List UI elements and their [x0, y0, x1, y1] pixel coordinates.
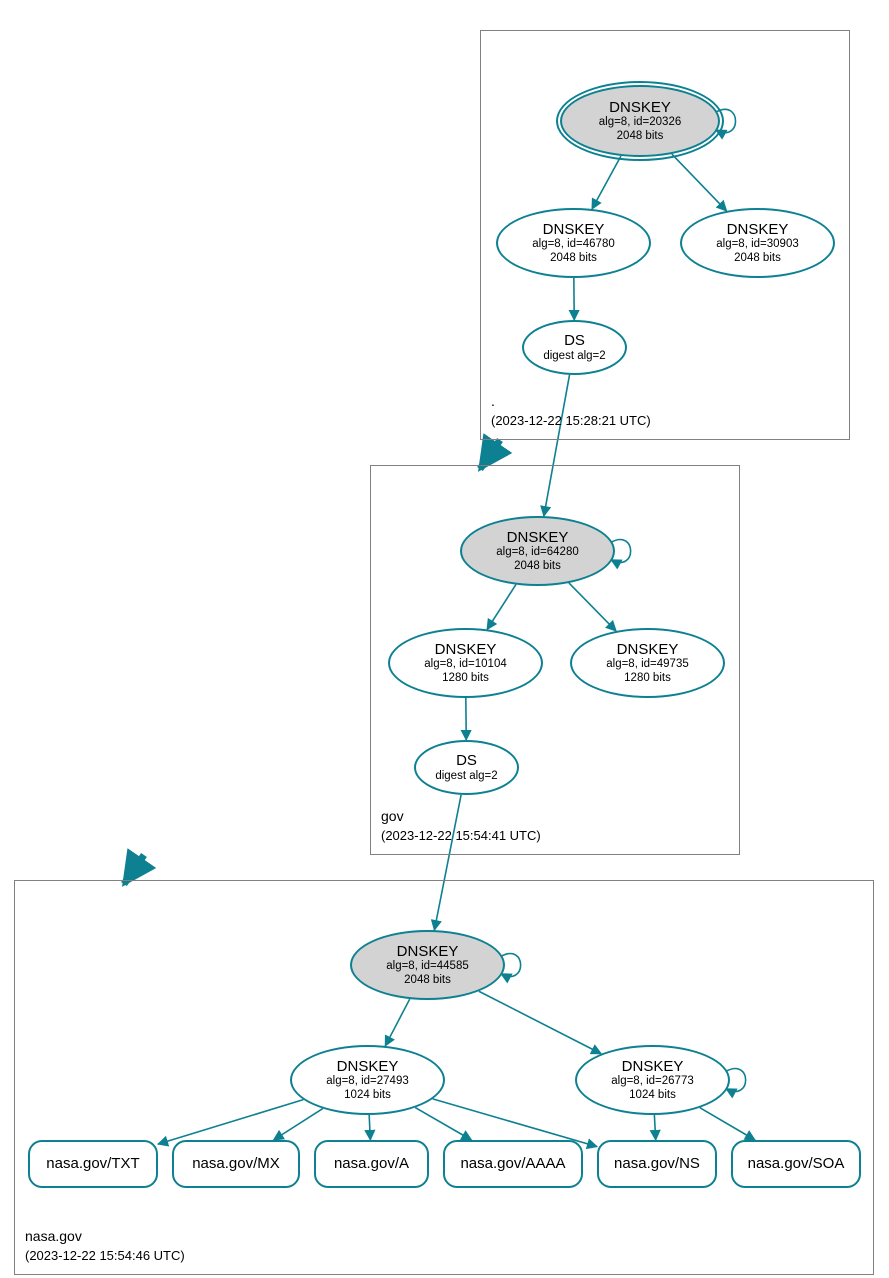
node-line3: 1024 bits — [629, 1089, 676, 1102]
node-title: DNSKEY — [622, 1058, 684, 1075]
node-line2: alg=8, id=27493 — [326, 1075, 409, 1088]
node-line3: 2048 bits — [404, 974, 451, 987]
node-title: DNSKEY — [727, 221, 789, 238]
node-title: DNSKEY — [337, 1058, 399, 1075]
node-gov_ksk: DNSKEYalg=8, id=642802048 bits — [460, 516, 615, 586]
node-title: nasa.gov/MX — [192, 1155, 280, 1172]
node-gov_zsk2: DNSKEYalg=8, id=497351280 bits — [570, 628, 725, 698]
node-title: nasa.gov/A — [334, 1155, 409, 1172]
node-rr_txt: nasa.gov/TXT — [28, 1140, 158, 1188]
node-line2: digest alg=2 — [435, 770, 497, 783]
node-line3: 2048 bits — [734, 252, 781, 265]
node-line2: alg=8, id=44585 — [386, 960, 469, 973]
node-title: nasa.gov/AAAA — [460, 1155, 565, 1172]
node-nasa_zsk1: DNSKEYalg=8, id=274931024 bits — [290, 1045, 445, 1115]
zone-label: nasa.gov (2023-12-22 15:54:46 UTC) — [25, 1227, 185, 1266]
node-title: DNSKEY — [507, 529, 569, 546]
node-nasa_ksk: DNSKEYalg=8, id=445852048 bits — [350, 930, 505, 1000]
node-gov_ds: DSdigest alg=2 — [414, 740, 519, 795]
zone-label: gov (2023-12-22 15:54:41 UTC) — [381, 807, 541, 846]
node-nasa_zsk2: DNSKEYalg=8, id=267731024 bits — [575, 1045, 730, 1115]
zone-timestamp: (2023-12-22 15:54:46 UTC) — [25, 1248, 185, 1263]
node-rr_a: nasa.gov/A — [314, 1140, 429, 1188]
node-rr_soa: nasa.gov/SOA — [731, 1140, 861, 1188]
node-line2: digest alg=2 — [543, 350, 605, 363]
node-root_ksk-outer-ring — [556, 81, 724, 161]
node-line3: 1280 bits — [442, 672, 489, 685]
node-line3: 2048 bits — [550, 252, 597, 265]
zone-timestamp: (2023-12-22 15:28:21 UTC) — [491, 413, 651, 428]
node-root_zsk1: DNSKEYalg=8, id=467802048 bits — [496, 208, 651, 278]
node-line2: alg=8, id=10104 — [424, 658, 507, 671]
zone-name: gov — [381, 808, 404, 824]
node-title: DNSKEY — [397, 943, 459, 960]
node-title: nasa.gov/NS — [614, 1155, 700, 1172]
node-line2: alg=8, id=26773 — [611, 1075, 694, 1088]
node-line2: alg=8, id=30903 — [716, 238, 799, 251]
zone-label: . (2023-12-22 15:28:21 UTC) — [491, 392, 651, 431]
node-title: nasa.gov/TXT — [46, 1155, 139, 1172]
node-line3: 1024 bits — [344, 1089, 391, 1102]
node-line2: alg=8, id=49735 — [606, 658, 689, 671]
node-root_ds: DSdigest alg=2 — [522, 320, 627, 375]
node-gov_zsk1: DNSKEYalg=8, id=101041280 bits — [388, 628, 543, 698]
node-root_zsk2: DNSKEYalg=8, id=309032048 bits — [680, 208, 835, 278]
node-title: DS — [564, 332, 585, 349]
node-title: DS — [456, 752, 477, 769]
node-rr_mx: nasa.gov/MX — [172, 1140, 300, 1188]
node-title: nasa.gov/SOA — [748, 1155, 845, 1172]
zone-timestamp: (2023-12-22 15:54:41 UTC) — [381, 828, 541, 843]
zone-name: . — [491, 393, 495, 409]
node-title: DNSKEY — [435, 641, 497, 658]
node-line3: 2048 bits — [514, 560, 561, 573]
node-title: DNSKEY — [617, 641, 679, 658]
node-line2: alg=8, id=46780 — [532, 238, 615, 251]
node-line3: 1280 bits — [624, 672, 671, 685]
node-title: DNSKEY — [543, 221, 605, 238]
node-rr_ns: nasa.gov/NS — [597, 1140, 717, 1188]
node-rr_aaaa: nasa.gov/AAAA — [443, 1140, 583, 1188]
zone-name: nasa.gov — [25, 1228, 82, 1244]
node-line2: alg=8, id=64280 — [496, 546, 579, 559]
